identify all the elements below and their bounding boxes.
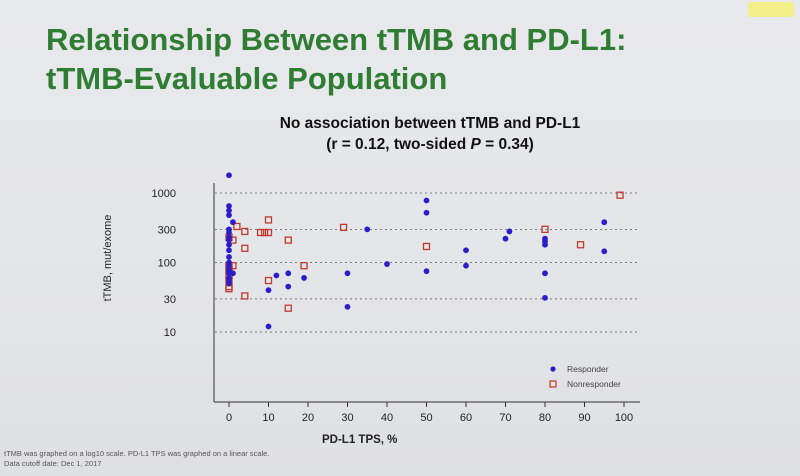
x-tick-label: 0 bbox=[226, 412, 232, 424]
chart-title-p-italic: P bbox=[470, 136, 481, 153]
nonresponder-point bbox=[241, 292, 249, 300]
x-tick-label: 40 bbox=[381, 412, 393, 424]
footnote-line2: Data cutoff date: Dec 1, 2017 bbox=[4, 459, 102, 468]
footnote: tTMB was graphed on a log10 scale. PD-L1… bbox=[4, 449, 269, 469]
responder-point bbox=[344, 303, 351, 310]
y-tick-label: 10 bbox=[164, 327, 176, 339]
responder-point bbox=[265, 287, 272, 294]
slide-title: Relationship Between tTMB and PD-L1: tTM… bbox=[46, 20, 626, 98]
nonresponder-point bbox=[284, 304, 292, 312]
x-tick-label: 30 bbox=[341, 412, 353, 424]
responder-point bbox=[285, 283, 292, 290]
nonresponder-point bbox=[225, 285, 233, 293]
responder-point bbox=[226, 237, 232, 244]
chart-title-p-value: = 0.34) bbox=[480, 136, 534, 153]
nonresponder-point bbox=[260, 228, 269, 237]
nonresponder-point bbox=[576, 241, 585, 249]
responder-point bbox=[601, 219, 608, 226]
x-tick-label: 100 bbox=[615, 412, 633, 424]
responder-point bbox=[230, 270, 236, 277]
legend-responder-label: Responder bbox=[567, 364, 609, 374]
responder-point bbox=[226, 280, 232, 287]
nonresponder-point bbox=[241, 244, 249, 252]
nonresponder-point bbox=[233, 222, 241, 231]
nonresponder-point bbox=[264, 228, 273, 237]
y-tick-label: 30 bbox=[164, 294, 176, 306]
responder-point bbox=[502, 235, 509, 242]
responder-point bbox=[601, 248, 608, 255]
responder-point bbox=[344, 270, 351, 277]
x-tick-label: 20 bbox=[302, 412, 314, 424]
responder-point bbox=[364, 226, 371, 233]
nonresponder-point bbox=[256, 228, 265, 237]
x-tick-label: 10 bbox=[262, 412, 274, 424]
responder-point bbox=[285, 270, 292, 277]
chart-title-line2: (r = 0.12, two-sided P = 0.34) bbox=[130, 134, 730, 155]
nonresponder-point bbox=[422, 242, 431, 251]
x-tick-label: 60 bbox=[460, 412, 472, 424]
responder-point bbox=[506, 228, 513, 235]
x-tick-label: 70 bbox=[499, 412, 511, 424]
legend-nonresponder-marker bbox=[549, 380, 557, 388]
nonresponder-point bbox=[616, 191, 624, 199]
responder-point bbox=[226, 203, 232, 209]
legend-responder-marker bbox=[550, 366, 556, 372]
responder-point bbox=[384, 261, 390, 267]
nonresponder-point bbox=[264, 216, 273, 224]
nonresponder-point bbox=[339, 223, 348, 232]
chart-title: No association between tTMB and PD-L1 (r… bbox=[130, 113, 730, 155]
responder-point bbox=[463, 262, 469, 269]
responder-point bbox=[463, 247, 469, 254]
footnote-line1: tTMB was graphed on a log10 scale. PD-L1… bbox=[4, 449, 270, 458]
legend-nonresponder-label: Nonresponder bbox=[567, 379, 621, 389]
responder-point bbox=[273, 272, 280, 279]
x-axis-label: PD-L1 TPS, % bbox=[322, 434, 398, 446]
responder-point bbox=[301, 275, 307, 281]
responder-point bbox=[423, 268, 430, 275]
nonresponder-point bbox=[241, 227, 249, 236]
nonresponder-point bbox=[264, 276, 273, 285]
responder-point bbox=[226, 254, 232, 260]
responder-point bbox=[226, 247, 232, 254]
y-tick-label: 100 bbox=[158, 258, 176, 270]
responder-point bbox=[542, 241, 548, 248]
responder-point bbox=[230, 219, 236, 226]
nonresponder-point bbox=[541, 225, 549, 233]
chart-title-line1: No association between tTMB and PD-L1 bbox=[279, 115, 581, 132]
chart-title-stat: (r = 0.12, two-sided bbox=[326, 136, 471, 153]
responder-point bbox=[542, 294, 548, 301]
slide-title-line2: tTMB-Evaluable Population bbox=[46, 61, 448, 96]
responder-point bbox=[423, 197, 430, 204]
responder-point bbox=[226, 229, 232, 236]
x-tick-label: 50 bbox=[420, 412, 432, 424]
slide-title-line1: Relationship Between tTMB and PD-L1: bbox=[46, 22, 627, 57]
responder-point bbox=[542, 270, 548, 277]
responder-point bbox=[423, 209, 430, 216]
y-tick-label: 300 bbox=[158, 224, 176, 236]
responder-point bbox=[265, 323, 272, 330]
responder-point bbox=[226, 241, 232, 248]
x-tick-label: 90 bbox=[578, 412, 590, 424]
nonresponder-point bbox=[284, 236, 292, 244]
nonresponder-point bbox=[300, 262, 308, 270]
responder-point bbox=[226, 172, 232, 179]
responder-point bbox=[226, 207, 232, 214]
y-tick-label: 1000 bbox=[152, 188, 176, 200]
responder-point bbox=[226, 212, 232, 219]
x-tick-label: 80 bbox=[539, 412, 551, 424]
corner-badge bbox=[748, 2, 794, 17]
